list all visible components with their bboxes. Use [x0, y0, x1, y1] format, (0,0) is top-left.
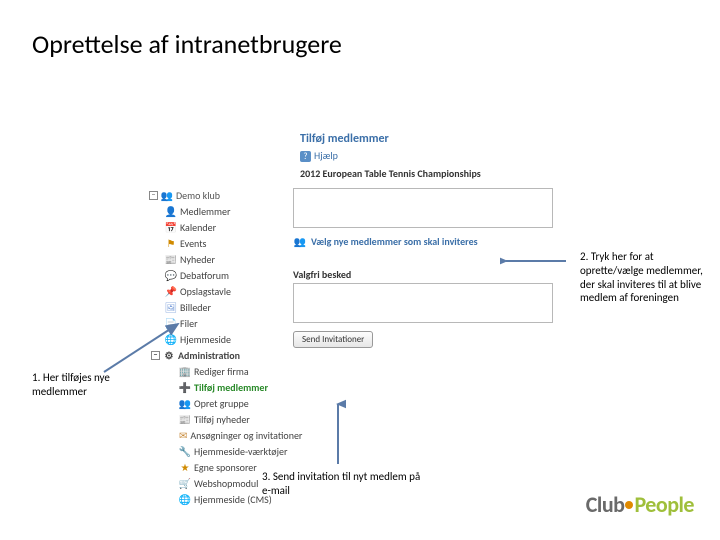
- tree-item-label: Opslagstavle: [180, 285, 231, 298]
- tree-item[interactable]: ⚑Events: [149, 235, 293, 251]
- tree-item-label: Ansøgninger og invitationer: [190, 429, 302, 442]
- members-input[interactable]: [293, 188, 553, 228]
- tree-item[interactable]: 👤Medlemmer: [149, 203, 293, 219]
- tree-item-icon: 📌: [165, 285, 177, 297]
- tree-item-icon: 👥: [179, 397, 191, 409]
- tree-item-icon: 🖼: [165, 301, 177, 313]
- tree-item-label: Events: [180, 237, 206, 250]
- tree-item-label: Opret gruppe: [194, 397, 249, 410]
- tree-root[interactable]: − 👥 Demo klub: [149, 188, 293, 203]
- callout-3: 3. Send invitation til nyt medlem på e-m…: [262, 470, 422, 498]
- logo: Club People: [586, 491, 694, 518]
- tree-item[interactable]: 💬Debatforum: [149, 267, 293, 283]
- tree-item-icon: ➕: [179, 381, 191, 393]
- tree-admin-item[interactable]: ✉Ansøgninger og invitationer: [149, 427, 293, 443]
- select-members-link[interactable]: 👥 Vælg nye medlemmer som skal inviteres: [293, 234, 559, 248]
- tree-item-label: Nyheder: [180, 253, 215, 266]
- arrow-3: [330, 398, 346, 468]
- app-header: Tilføj medlemmer: [145, 130, 565, 148]
- tree-item-label: Rediger firma: [194, 365, 249, 378]
- content-panel: 👥 Vælg nye medlemmer som skal inviteres …: [293, 188, 565, 348]
- help-label: Hjælp: [314, 149, 338, 162]
- tree-item[interactable]: 📌Opslagstavle: [149, 283, 293, 299]
- tree-item-icon: ★: [179, 461, 191, 473]
- callout-2: 2. Tryk her for at oprette/vælge medlemm…: [580, 250, 708, 305]
- arrow-2: [500, 254, 570, 268]
- tree-item[interactable]: 📅Kalender: [149, 219, 293, 235]
- optional-message-input[interactable]: [293, 283, 553, 323]
- tree-item-label: Medlemmer: [180, 205, 231, 218]
- tree-item-icon: ✉: [179, 429, 187, 441]
- tree-item-icon: 📰: [165, 253, 177, 265]
- expander-icon[interactable]: −: [149, 191, 158, 200]
- select-members-label: Vælg nye medlemmer som skal inviteres: [311, 235, 478, 248]
- tree-item-icon: ⚑: [165, 237, 177, 249]
- tree-item[interactable]: 🖼Billeder: [149, 299, 293, 315]
- tree-item-label: Kalender: [180, 221, 216, 234]
- tree-item-icon: 📅: [165, 221, 177, 233]
- tree-admin-item[interactable]: 📰Tilføj nyheder: [149, 411, 293, 427]
- tree-item[interactable]: 📰Nyheder: [149, 251, 293, 267]
- optional-message-label: Valgfri besked: [293, 268, 559, 281]
- app-subtitle: 2012 European Table Tennis Championships: [145, 165, 565, 188]
- tree-item-label: Tilføj nyheder: [194, 413, 250, 426]
- group-icon: 👥: [161, 190, 173, 202]
- logo-part1: Club: [586, 491, 625, 518]
- tree-item-label: Hjemmeside (CMS): [194, 493, 272, 506]
- logo-dot-icon: [625, 501, 633, 509]
- slide-title: Oprettelse af intranetbrugere: [32, 28, 342, 60]
- help-link[interactable]: ?Hjælp: [145, 148, 565, 165]
- tree-item-label: Debatforum: [180, 269, 229, 282]
- help-icon: ?: [300, 151, 311, 162]
- tree-admin-item[interactable]: 🔧Hjemmeside-værktøjer: [149, 443, 293, 459]
- send-invitations-button[interactable]: Send Invitationer: [293, 331, 373, 348]
- tree-item-icon: 👤: [165, 205, 177, 217]
- tree-item-icon: 🛒: [179, 477, 191, 489]
- tree-item-label: Egne sponsorer: [194, 461, 257, 474]
- app-screenshot: Tilføj medlemmer ?Hjælp 2012 European Ta…: [145, 130, 565, 432]
- logo-part2: People: [634, 491, 694, 518]
- tree-item-icon: 📰: [179, 413, 191, 425]
- tree-item-label: Webshopmodul: [194, 477, 258, 490]
- tree-admin-item[interactable]: ➕Tilføj medlemmer: [149, 379, 293, 395]
- tree-item-label: Hjemmeside-værktøjer: [194, 445, 287, 458]
- tree-root-label: Demo klub: [176, 189, 220, 202]
- tree-item-icon: 🔧: [179, 445, 191, 457]
- tree-item-label: Billeder: [180, 301, 211, 314]
- tree-admin-item[interactable]: 👥Opret gruppe: [149, 395, 293, 411]
- tree-item-icon: 💬: [165, 269, 177, 281]
- tree-item-label: Tilføj medlemmer: [194, 381, 268, 394]
- arrow-1: [100, 318, 190, 378]
- people-icon: 👥: [293, 234, 307, 248]
- tree-item-icon: 🌐: [179, 493, 191, 505]
